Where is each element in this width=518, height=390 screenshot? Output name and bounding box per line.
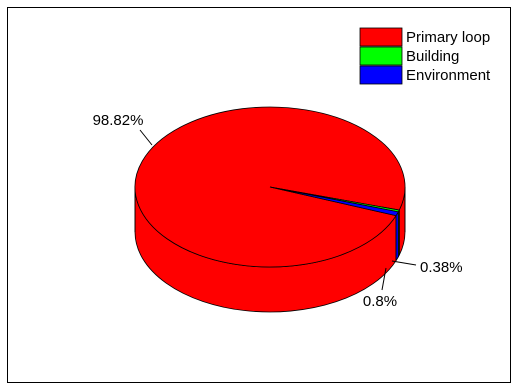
- legend-swatch-environment: [359, 65, 403, 85]
- pie-group: [134, 106, 406, 313]
- slice-labels: 98.82% 0.38% 0.8%: [93, 112, 463, 310]
- legend-swatch-primary-loop: [359, 27, 403, 47]
- leader-line-environment: [381, 267, 387, 291]
- slice-label-environment: 0.8%: [363, 293, 397, 310]
- slice-label-building: 0.38%: [420, 259, 463, 276]
- slice-environment: [269, 186, 399, 217]
- slice-label-primary-loop: 98.82%: [93, 112, 144, 129]
- legend: Primary loop Building Environment: [359, 27, 491, 85]
- legend-label-building: Building: [406, 48, 459, 65]
- legend-label-primary-loop: Primary loop: [406, 29, 490, 46]
- leader-line-building: [391, 260, 417, 266]
- legend-label-environment: Environment: [406, 67, 491, 84]
- leader-line-primary-loop: [139, 129, 153, 146]
- legend-swatch-building: [359, 46, 403, 66]
- slice-side-environment: [395, 211, 399, 263]
